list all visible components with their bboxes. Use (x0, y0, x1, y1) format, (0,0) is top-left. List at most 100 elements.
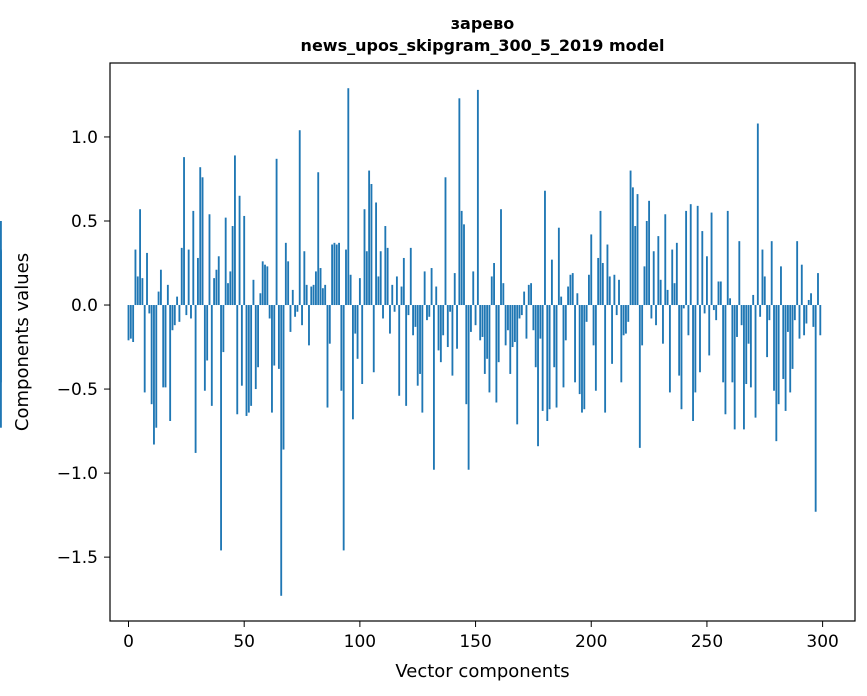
bar-165 (509, 305, 512, 374)
y-tick-label: 0.5 (71, 212, 98, 232)
bar-188 (562, 305, 565, 388)
bar-213 (620, 305, 623, 383)
bar-89 (333, 242, 336, 306)
bar-81 (314, 271, 317, 306)
bar-29 (194, 305, 197, 453)
bar-110 (382, 305, 384, 319)
bar-37 (213, 278, 216, 306)
bar-7 (143, 305, 146, 393)
bar-179 (541, 305, 544, 411)
bar-83 (319, 268, 322, 306)
bar-79 (310, 286, 313, 306)
bar-275 (763, 276, 766, 306)
bar-209 (611, 305, 613, 364)
bar-239 (680, 305, 683, 410)
bar-267 (745, 305, 748, 385)
bar-64 (275, 158, 278, 306)
bar-122 (409, 247, 412, 306)
bar-238 (678, 305, 681, 376)
bar-169 (518, 305, 521, 319)
bar-154 (483, 305, 486, 374)
bar-131 (430, 268, 433, 306)
bar-120 (405, 305, 408, 406)
bar-244 (692, 305, 694, 421)
bar-40 (220, 305, 222, 551)
bar-3 (134, 249, 137, 306)
bar-54 (252, 279, 255, 306)
bar-257 (722, 305, 725, 383)
bar-30 (196, 257, 199, 306)
bar-262 (733, 305, 736, 430)
bar-298 (817, 273, 819, 306)
bar-69 (287, 261, 290, 306)
bar-261 (731, 305, 734, 383)
bar-0 (127, 305, 130, 341)
bar-206 (604, 305, 607, 413)
bar-127 (421, 305, 424, 413)
bar-259 (726, 210, 729, 306)
bar-128 (423, 271, 426, 306)
bar-95 (347, 88, 350, 306)
bar-32 (201, 177, 204, 306)
bar-164 (507, 305, 509, 331)
bar-60 (266, 266, 269, 306)
bar-199 (588, 274, 590, 306)
bar-249 (703, 305, 706, 314)
bar-119 (402, 257, 405, 306)
bar-137 (444, 177, 447, 306)
bar-270 (752, 294, 755, 306)
bar-107 (375, 202, 377, 306)
bar-163 (504, 305, 507, 346)
bar-50 (243, 215, 246, 306)
y-tick-label: −0.5 (57, 380, 98, 400)
bar-229 (657, 236, 660, 306)
bar-26 (187, 249, 190, 306)
bar-269 (749, 305, 752, 388)
bar-151 (476, 89, 479, 306)
bar-177 (537, 305, 539, 447)
bar-100 (358, 278, 361, 306)
bar-236 (673, 283, 676, 306)
bar-70 (289, 305, 292, 332)
bar-284 (784, 305, 787, 411)
bar-207 (606, 244, 609, 306)
bar-205 (601, 263, 604, 306)
bars-group (0, 88, 822, 596)
bar-65 (277, 305, 280, 369)
bar-62 (271, 305, 273, 413)
bar-156 (488, 305, 491, 393)
bar-260 (729, 298, 731, 306)
bar-271 (754, 305, 757, 418)
bar-146 (465, 305, 468, 405)
bar-9 (148, 305, 151, 314)
bar-219 (634, 226, 637, 306)
bar-97 (352, 305, 354, 420)
bar-167 (513, 305, 516, 342)
bar-111 (384, 226, 387, 306)
bar-242 (687, 305, 690, 336)
bar-5 (139, 209, 141, 306)
bar-263 (736, 305, 738, 337)
y-axis-label: Components values (12, 253, 33, 431)
bar-15 (162, 305, 165, 388)
bar-218 (631, 187, 634, 306)
y-tick-label: −1.0 (57, 464, 98, 484)
bar-222 (641, 305, 644, 346)
bar-160 (497, 305, 500, 363)
bar-45 (231, 226, 234, 306)
bar-287 (791, 305, 794, 369)
bar-57 (259, 293, 262, 306)
bar-77 (305, 284, 308, 306)
bar-16 (164, 305, 167, 388)
bar-200 (590, 234, 593, 306)
bar-103 (365, 251, 368, 306)
bar-149 (472, 271, 475, 306)
bar-293 (805, 305, 808, 324)
bar-281 (777, 305, 780, 405)
bar-272 (756, 123, 759, 306)
bar-78 (308, 305, 310, 346)
bar-264 (738, 241, 741, 306)
bar-246 (696, 205, 699, 306)
bar-85 (324, 284, 327, 306)
